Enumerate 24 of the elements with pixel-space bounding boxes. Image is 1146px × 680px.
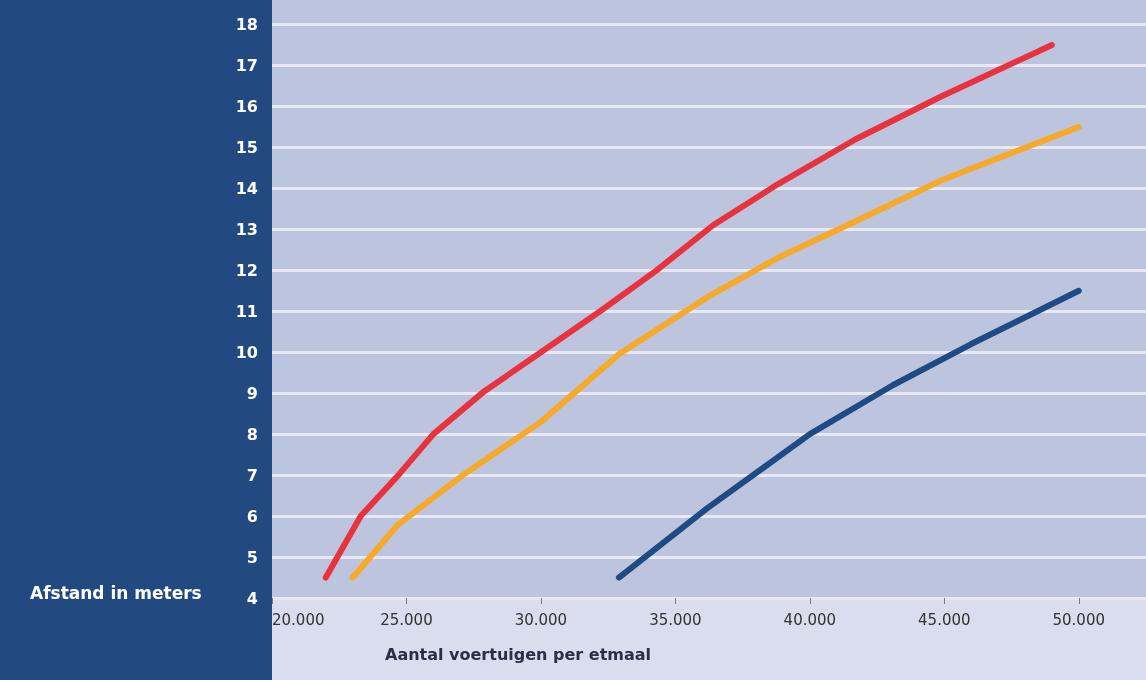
- y-tick-label: 5: [246, 547, 258, 567]
- y-tick-label: 9: [246, 383, 258, 403]
- y-tick-label: 15: [235, 137, 258, 157]
- x-axis-title: Aantal voertuigen per etmaal: [385, 644, 652, 664]
- y-tick-label: 13: [235, 219, 258, 239]
- y-tick-label: 8: [246, 424, 258, 444]
- x-tick-label: 50.000: [1052, 610, 1106, 629]
- y-axis-title: Afstand in meters: [30, 582, 202, 603]
- y-tick-label: 16: [235, 96, 258, 116]
- y-tick-label: 4: [246, 588, 258, 608]
- y-tick-label: 17: [235, 56, 258, 76]
- x-tick-label: 20.000: [272, 610, 325, 629]
- y-tick-label: 10: [235, 342, 258, 362]
- y-tick-label: 7: [246, 465, 258, 485]
- x-tick-label: 25.000: [380, 610, 433, 629]
- x-tick-label: 35.000: [649, 610, 702, 629]
- x-tick-label: 30.000: [514, 610, 568, 629]
- x-tick-label: 40.000: [783, 610, 837, 629]
- y-tick-label: 11: [235, 301, 258, 321]
- y-tick-label: 18: [235, 15, 258, 35]
- y-tick-label: 6: [246, 506, 258, 526]
- y-tick-label: 14: [235, 178, 258, 198]
- x-tick-label: 45.000: [918, 610, 971, 629]
- y-tick-label: 12: [235, 260, 258, 280]
